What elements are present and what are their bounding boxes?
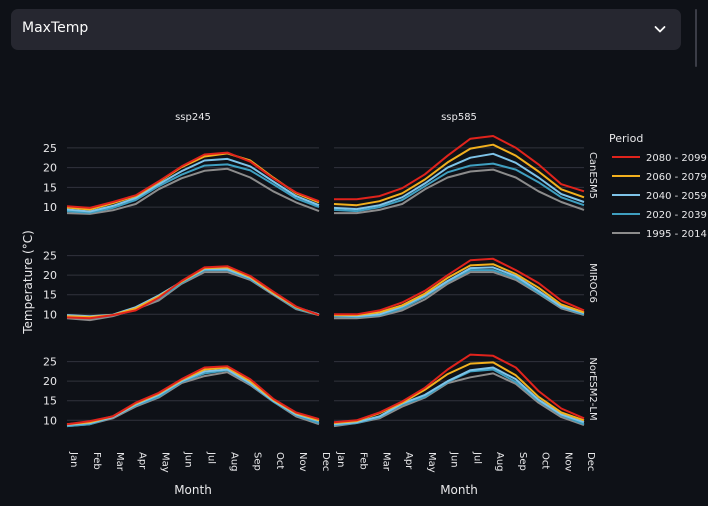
series-line-CanESM5-ssp585-2040-2059 xyxy=(334,154,584,209)
y-tick-label: 15 xyxy=(43,395,57,408)
series-line-CanESM5-ssp245-2060-2079 xyxy=(67,153,319,209)
series-line-NorESM2-LM-ssp585-2080-2099 xyxy=(334,355,584,423)
row-label-MIROC6: MIROC6 xyxy=(587,263,598,303)
series-line-MIROC6-ssp245-2080-2099 xyxy=(67,266,319,318)
series-line-MIROC6-ssp245-2040-2059 xyxy=(67,269,319,316)
x-tick-label: Jun xyxy=(449,451,460,468)
y-tick-label: 20 xyxy=(43,375,57,388)
x-tick-label: Mar xyxy=(114,452,125,472)
y-tick-label: 25 xyxy=(43,356,57,369)
x-tick-label: Jul xyxy=(205,451,216,464)
legend-title: Period xyxy=(609,132,643,145)
x-axis-label: Month xyxy=(440,483,478,497)
row-label-NorESM2-LM: NorESM2-LM xyxy=(587,357,598,420)
y-tick-label: 15 xyxy=(43,289,57,302)
x-tick-label: Sep xyxy=(517,452,528,471)
x-tick-label: Oct xyxy=(274,452,285,469)
legend-entry: 2080 - 2099 xyxy=(646,153,707,164)
x-tick-label: May xyxy=(426,452,437,473)
x-tick-label: Jan xyxy=(68,451,79,467)
legend-entry: 2040 - 2059 xyxy=(646,191,707,202)
series-line-CanESM5-ssp245-2080-2099 xyxy=(67,153,319,208)
y-tick-label: 10 xyxy=(43,414,57,427)
x-tick-label: Jul xyxy=(471,451,482,464)
legend-entry: 2020 - 2039 xyxy=(646,210,707,221)
x-tick-label: Sep xyxy=(251,452,262,471)
column-title-ssp585: ssp585 xyxy=(441,112,477,123)
x-tick-label: Jun xyxy=(183,451,194,468)
x-tick-label: May xyxy=(160,452,171,473)
legend-entry: 2060 - 2079 xyxy=(646,172,707,183)
y-tick-label: 15 xyxy=(43,181,57,194)
x-tick-label: Apr xyxy=(137,452,148,470)
x-tick-label: Feb xyxy=(358,452,369,470)
y-tick-label: 10 xyxy=(43,201,57,214)
y-tick-label: 20 xyxy=(43,269,57,282)
y-tick-label: 25 xyxy=(43,250,57,263)
x-tick-label: Aug xyxy=(494,452,505,472)
x-tick-label: Apr xyxy=(403,452,414,470)
series-line-MIROC6-ssp585-2080-2099 xyxy=(334,259,584,315)
x-tick-label: Aug xyxy=(228,452,239,472)
y-tick-label: 25 xyxy=(43,142,57,155)
x-tick-label: Mar xyxy=(380,452,391,472)
row-label-CanESM5: CanESM5 xyxy=(587,152,598,199)
x-tick-label: Nov xyxy=(562,452,573,472)
x-axis-label: Month xyxy=(174,483,212,497)
series-line-NorESM2-LM-ssp585-2060-2079 xyxy=(334,362,584,423)
x-tick-label: Nov xyxy=(297,452,308,472)
x-tick-label: Jan xyxy=(335,451,346,467)
x-tick-label: Dec xyxy=(585,452,596,471)
column-title-ssp245: ssp245 xyxy=(175,112,211,123)
y-tick-label: 10 xyxy=(43,308,57,321)
x-tick-label: Feb xyxy=(91,452,102,470)
x-tick-label: Oct xyxy=(540,452,551,469)
legend-entry: 1995 - 2014 xyxy=(646,229,707,240)
y-axis-label: Temperature (°C) xyxy=(21,230,35,335)
series-line-MIROC6-ssp245-2020-2039 xyxy=(67,270,319,318)
x-tick-label: Dec xyxy=(320,452,331,471)
y-tick-label: 20 xyxy=(43,162,57,175)
